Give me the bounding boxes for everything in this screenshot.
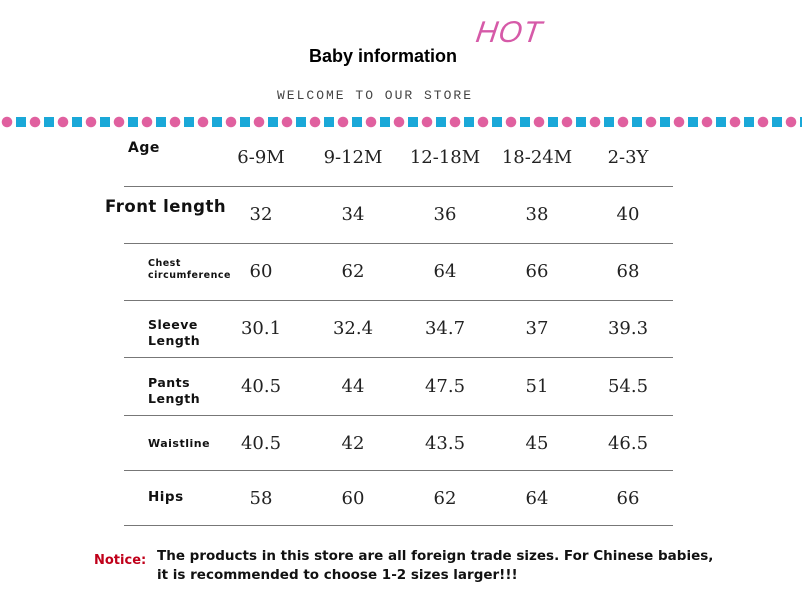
row-label: Sleeve Length	[148, 317, 201, 348]
table-cell: 66	[525, 261, 549, 282]
table-cell: 34	[341, 204, 365, 225]
table-cell: 66	[616, 488, 640, 509]
table-cell: 46.5	[607, 433, 649, 454]
blue-square-dot	[156, 117, 166, 127]
table-cell: 32	[249, 204, 273, 225]
table-cell: 40.5	[240, 376, 282, 397]
blue-square-dot	[772, 117, 782, 127]
row-divider	[124, 300, 673, 301]
table-cell: 32.4	[332, 318, 374, 339]
blue-square-dot	[44, 117, 54, 127]
blue-square-dot	[184, 117, 194, 127]
table-cell: 64	[433, 261, 457, 282]
row-label: Waistline	[148, 437, 211, 450]
blue-square-dot	[520, 117, 530, 127]
blue-square-dot	[436, 117, 446, 127]
table-cell: 42	[341, 433, 365, 454]
table-cell: 62	[341, 261, 365, 282]
table-cell: 60	[341, 488, 365, 509]
table-cell: 40	[616, 204, 640, 225]
row-divider	[124, 357, 673, 358]
blue-square-dot	[800, 117, 802, 127]
table-cell: 51	[525, 376, 549, 397]
table-cell: 43.5	[424, 433, 466, 454]
row-divider	[124, 415, 673, 416]
blue-square-dot	[576, 117, 586, 127]
table-cell: 47.5	[424, 376, 466, 397]
row-label: Front length	[105, 197, 227, 216]
blue-square-dot	[352, 117, 362, 127]
table-cell: 44	[341, 376, 365, 397]
row-label: Chest circumference	[148, 258, 231, 281]
blue-square-dot	[492, 117, 502, 127]
blue-square-dot	[604, 117, 614, 127]
table-cell: 62	[433, 488, 457, 509]
blue-square-dot	[240, 117, 250, 127]
notice-label: Notice:	[94, 553, 147, 568]
table-cell: 39.3	[607, 318, 649, 339]
welcome-subtitle: WELCOME TO OUR STORE	[276, 88, 474, 103]
blue-square-dot	[212, 117, 222, 127]
table-cell: 60	[249, 261, 273, 282]
table-cell: 40.5	[240, 433, 282, 454]
hot-badge: HOT	[473, 16, 545, 49]
row-label: Hips	[148, 489, 184, 505]
blue-square-dot	[324, 117, 334, 127]
blue-square-dot	[268, 117, 278, 127]
table-cell: 34.7	[424, 318, 466, 339]
row-divider	[124, 186, 673, 187]
blue-square-dot	[100, 117, 110, 127]
blue-square-dot	[548, 117, 558, 127]
blue-square-dot	[72, 117, 82, 127]
blue-square-dot	[716, 117, 726, 127]
table-cell: 64	[525, 488, 549, 509]
blue-square-dot	[632, 117, 642, 127]
table-cell: 30.1	[240, 318, 282, 339]
table-cell: 36	[433, 204, 457, 225]
notice-text: The products in this store are all forei…	[157, 548, 714, 583]
table-cell: 37	[525, 318, 549, 339]
table-cell: 58	[249, 488, 273, 509]
table-cell: 68	[616, 261, 640, 282]
decorative-dot-band	[0, 116, 802, 128]
blue-square-dot	[660, 117, 670, 127]
row-divider	[124, 470, 673, 471]
table-cell: 45	[525, 433, 549, 454]
table-cell: 6-9M	[237, 147, 285, 168]
blue-square-dot	[464, 117, 474, 127]
table-cell: 12-18M	[409, 147, 481, 168]
table-cell: 38	[525, 204, 549, 225]
row-label: Pants Length	[148, 375, 201, 406]
row-divider	[124, 525, 673, 526]
row-divider	[124, 243, 673, 244]
blue-square-dot	[408, 117, 418, 127]
page-title: Baby information	[308, 46, 457, 66]
row-label: Age	[128, 140, 160, 156]
blue-square-dot	[380, 117, 390, 127]
table-cell: 2-3Y	[607, 147, 649, 168]
blue-square-dot	[128, 117, 138, 127]
blue-square-dot	[744, 117, 754, 127]
blue-square-dot	[296, 117, 306, 127]
blue-square-dot	[16, 117, 26, 127]
blue-square-dot	[688, 117, 698, 127]
table-cell: 54.5	[607, 376, 649, 397]
table-cell: 18-24M	[501, 147, 573, 168]
table-cell: 9-12M	[323, 147, 383, 168]
